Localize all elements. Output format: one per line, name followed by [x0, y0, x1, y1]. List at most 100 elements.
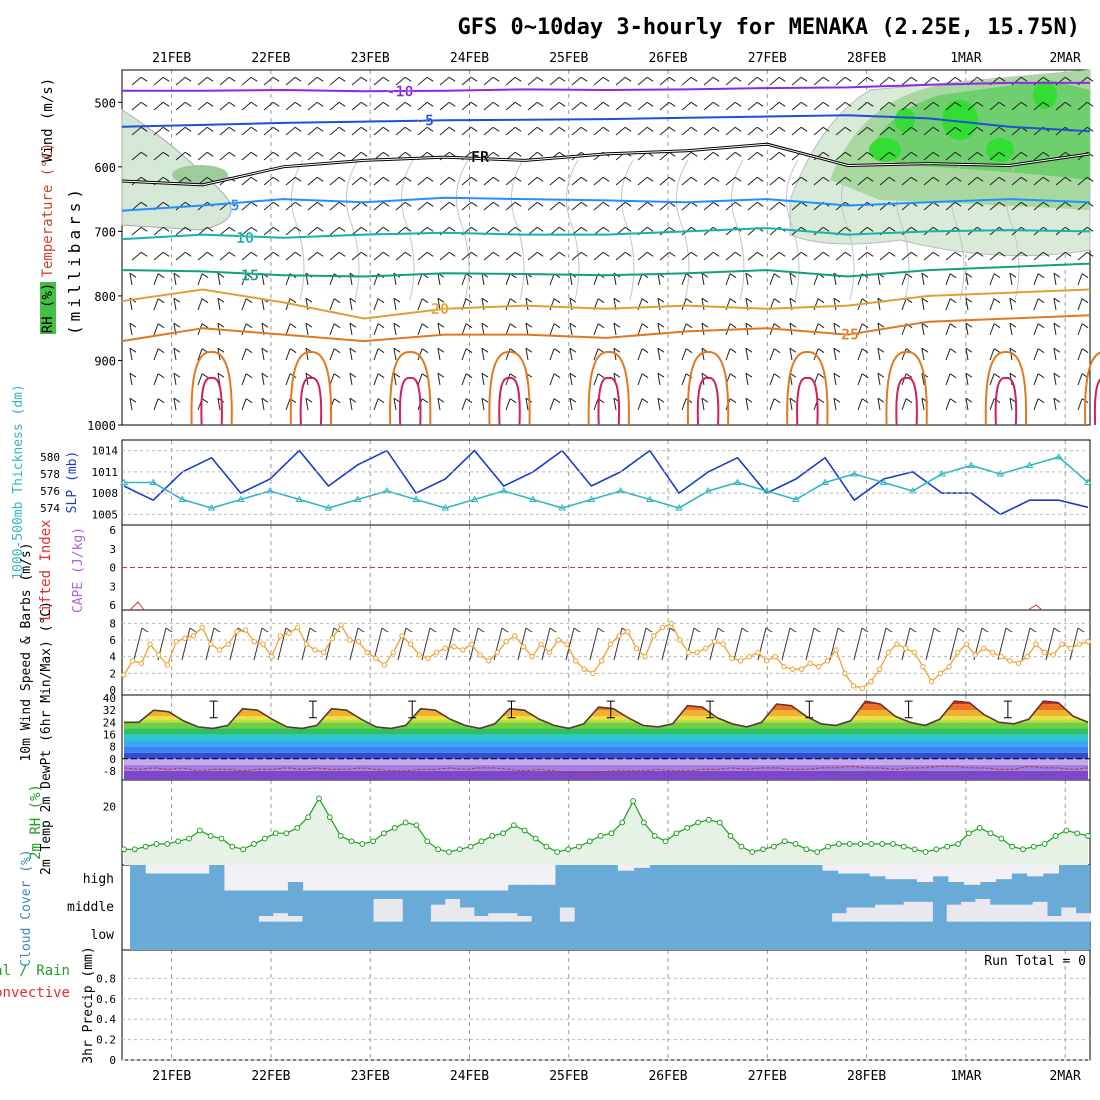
wind-barb — [835, 251, 846, 261]
wind-speed-point — [685, 649, 692, 656]
wind-barb — [857, 101, 868, 111]
surface-wind-barb — [1021, 627, 1031, 661]
wind-speed-point — [998, 653, 1004, 660]
wind-barb-flag — [536, 176, 544, 182]
y-tick-label-precip: 0 — [109, 1054, 116, 1067]
rh-point — [695, 819, 701, 826]
wind-barb — [681, 298, 687, 311]
wind-barb — [725, 126, 736, 136]
wind-barb-flag — [1053, 397, 1061, 403]
wind-barb — [197, 348, 203, 361]
wind-barb-flag — [333, 373, 341, 379]
wind-barb — [1009, 298, 1013, 311]
wind-speed-point — [216, 647, 223, 653]
wind-barb — [483, 126, 494, 136]
wind-barb-flag — [162, 151, 170, 157]
wind-barb — [571, 176, 582, 186]
date-label-top: 27FEB — [748, 51, 787, 66]
minmax-bar — [606, 700, 615, 719]
wind-barb-flag — [470, 126, 478, 132]
wind-barb — [437, 373, 441, 386]
wind-barb — [1055, 101, 1066, 111]
wind-barb-flag — [1042, 176, 1050, 182]
wind-barb-flag — [954, 101, 962, 107]
wind-barb — [813, 273, 819, 286]
wind-barb — [373, 298, 379, 311]
wind-barb-flag — [377, 373, 385, 379]
wind-barb — [525, 398, 529, 411]
wind-barb-flag — [404, 101, 412, 107]
wind-barb — [657, 348, 661, 361]
wind-speed-point — [286, 630, 292, 637]
wind-barb-flag — [800, 201, 808, 207]
wind-barb-flag — [294, 201, 302, 207]
wind-barb-flag — [833, 347, 841, 353]
wind-speed-point — [946, 663, 952, 670]
axis-label-thickness: 1000-500mb Thickness (dm) — [11, 384, 26, 580]
wind-barb — [813, 151, 824, 161]
series-line-slp — [123, 449, 1089, 516]
wind-speed-point — [121, 672, 127, 678]
wind-speed-point — [321, 649, 327, 656]
wind-barb-flag — [756, 176, 764, 182]
wind-barb-flag — [1037, 273, 1045, 279]
wind-barb-flag — [569, 397, 577, 403]
wind-barb-flag — [976, 76, 984, 82]
wind-barb-flag — [393, 347, 401, 353]
wind-barb-flag — [624, 101, 632, 107]
wind-barb — [131, 151, 142, 161]
cloud-high-clear — [838, 865, 855, 874]
wind-barb — [813, 323, 819, 336]
cloud-middle-clear — [287, 916, 303, 922]
wind-barb-flag — [745, 272, 753, 278]
wind-barb-flag — [844, 176, 852, 182]
cloud-high-clear — [381, 865, 399, 891]
wind-barb-flag — [360, 126, 368, 132]
wind-barb-flag — [921, 347, 929, 353]
surface-wind-barb-flag — [717, 627, 725, 633]
wind-barb-flag — [690, 101, 698, 107]
wind-barb-flag — [377, 323, 385, 329]
wind-barb — [857, 76, 868, 86]
wind-barb-flag — [206, 226, 214, 232]
wind-barb — [1053, 398, 1057, 411]
wind-barb — [483, 201, 494, 211]
wind-barb-flag — [690, 176, 698, 182]
rh-point — [727, 832, 734, 839]
rh-point — [131, 846, 138, 853]
wind-barb — [571, 76, 582, 86]
wind-barb-flag — [206, 251, 214, 257]
cloud-high-clear — [192, 865, 210, 874]
wind-barb-flag — [553, 348, 561, 354]
wind-barb — [615, 126, 626, 136]
wind-barb-flag — [294, 101, 302, 107]
wind-barb-flag — [184, 176, 192, 182]
wind-barb-flag — [360, 226, 368, 232]
wind-barb — [833, 373, 837, 386]
wind-barb — [329, 176, 340, 186]
contour-label: -5 — [416, 111, 434, 129]
wind-barb-flag — [729, 273, 737, 279]
surface-wind-barb-flag — [981, 627, 989, 633]
wind-barb — [261, 348, 265, 361]
wind-barb-flag — [998, 251, 1006, 257]
wind-barb — [351, 76, 362, 86]
wind-barb — [703, 176, 714, 186]
rh-point — [955, 841, 961, 847]
wind-barb — [285, 373, 291, 386]
wind-barb-flag — [624, 251, 632, 257]
wind-barb — [725, 273, 731, 286]
wind-barb-flag — [382, 101, 390, 107]
wind-barb — [437, 273, 441, 286]
cloud-high-clear — [1027, 865, 1044, 877]
wind-barb — [241, 76, 252, 86]
wind-barb — [307, 151, 318, 161]
wind-speed-point — [911, 649, 918, 656]
rh-point — [565, 846, 571, 853]
wind-barb-flag — [514, 101, 522, 107]
axis-label-convective: Convective — [0, 985, 70, 1001]
surface-wind-barb-flag — [957, 627, 965, 633]
wind-barb — [241, 176, 252, 186]
wind-speed-point — [711, 638, 718, 645]
rh-contour-line — [895, 159, 910, 301]
